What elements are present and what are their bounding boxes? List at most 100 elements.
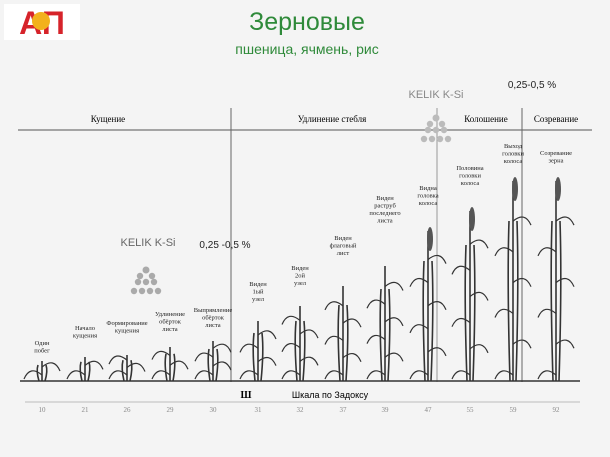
- drop: [154, 287, 162, 295]
- plant-leaf: [555, 277, 575, 287]
- title: Зерновые: [249, 8, 365, 36]
- stage-label: последнего: [369, 210, 400, 217]
- stage-label: Созревание: [540, 150, 572, 157]
- stage-label: кущения: [73, 333, 97, 340]
- phase-label: Колошение: [464, 114, 507, 124]
- subtitle: пшеница, ячмень, рис: [235, 41, 378, 57]
- stage-code: 31: [255, 406, 263, 414]
- plant-leaf: [384, 281, 404, 291]
- plant-stem: [464, 244, 468, 382]
- stage-label: узел: [294, 280, 307, 287]
- drop: [138, 287, 146, 295]
- plant-leaf: [281, 315, 301, 325]
- plant-leaf: [108, 370, 128, 380]
- stage-label: Выпрямление: [194, 307, 233, 314]
- stage-label: раструб: [374, 203, 396, 210]
- drop: [432, 114, 440, 122]
- plant-leaf: [239, 343, 259, 353]
- plant-stem: [472, 244, 476, 382]
- plant-ear: [427, 227, 433, 251]
- stage-label: Формирование: [106, 320, 147, 327]
- drop-icon: [420, 114, 452, 143]
- drop: [436, 135, 444, 143]
- plant-leaf: [151, 370, 171, 380]
- drop: [426, 120, 434, 128]
- phase-label: Удлинение стебля: [298, 114, 367, 124]
- drop: [148, 272, 156, 280]
- stage-label: обёрток: [159, 319, 182, 326]
- plant-leaf: [409, 277, 429, 287]
- plant-leaf: [41, 362, 61, 372]
- dose-label: 0,25 -0,5 %: [199, 240, 250, 251]
- stage-label: узел: [252, 296, 265, 303]
- plant-ear: [469, 207, 475, 231]
- drop: [432, 126, 440, 134]
- stage-code: 26: [124, 406, 132, 414]
- stage-label: флаговый: [330, 243, 357, 250]
- stage-code: 59: [510, 406, 518, 414]
- plant-leaf: [342, 353, 362, 362]
- plant-stem: [550, 220, 554, 382]
- plant-leaf: [281, 343, 301, 352]
- stage-code: 32: [297, 406, 305, 414]
- logo-emblem: [32, 12, 50, 30]
- plant-stem: [302, 320, 306, 382]
- plant-ear: [555, 177, 561, 201]
- stage-label: Виден: [249, 281, 267, 288]
- plant-leaf: [512, 339, 532, 349]
- scale-mark: Ш: [241, 390, 252, 401]
- stage-code: 30: [210, 406, 218, 414]
- plant-leaf: [366, 370, 386, 380]
- drop: [142, 278, 150, 286]
- logo: АП: [4, 4, 80, 41]
- drop: [136, 272, 144, 280]
- stage-code: 21: [82, 406, 90, 414]
- plant-leaf: [427, 301, 447, 311]
- stage-label: листа: [377, 218, 393, 225]
- drop: [428, 135, 436, 143]
- plant-leaf: [366, 334, 386, 344]
- plant-leaf: [451, 370, 471, 380]
- stage-label: Начало: [75, 325, 95, 332]
- stage-code: 47: [425, 406, 433, 414]
- plant-leaf: [451, 317, 471, 327]
- stage-label: побег: [34, 348, 50, 355]
- dose-label: 0,25-0,5 %: [508, 80, 556, 91]
- plant-leaf: [281, 370, 301, 380]
- stage-label: Видна: [419, 185, 437, 192]
- plant-leaf: [451, 265, 471, 275]
- plant-leaf: [342, 318, 362, 328]
- drop: [142, 266, 150, 274]
- plant-leaf: [151, 350, 171, 360]
- stage-label: Половина: [456, 165, 483, 172]
- drop-icon: [130, 266, 162, 295]
- drop: [440, 126, 448, 134]
- stage-label: листа: [205, 322, 221, 329]
- plant-leaf: [257, 330, 277, 340]
- plant-leaf: [257, 356, 277, 366]
- plant-leaf: [409, 370, 429, 380]
- stage-label: листа: [162, 326, 178, 333]
- plant-stem: [294, 320, 298, 382]
- stage-label: колоса: [419, 200, 438, 207]
- plant-leaf: [299, 329, 319, 339]
- stage-label: Виден: [376, 195, 394, 202]
- stage-label: Удлинение: [155, 311, 185, 318]
- plant-stem: [79, 361, 83, 382]
- drop: [444, 135, 452, 143]
- drop: [424, 126, 432, 134]
- stage-code: 37: [340, 406, 348, 414]
- plant-leaf: [537, 370, 557, 380]
- stage-code: 39: [382, 406, 390, 414]
- plant-stem: [164, 353, 168, 382]
- stage-code: 92: [553, 406, 561, 414]
- stage-code: 10: [39, 406, 47, 414]
- stage-label: кущения: [115, 328, 139, 335]
- plant-leaf: [23, 370, 43, 380]
- plant-ear: [512, 177, 518, 201]
- plant-leaf: [384, 317, 404, 327]
- stage-label: 2ой: [295, 273, 306, 280]
- plant-leaf: [427, 347, 447, 357]
- stage-label: колоса: [504, 158, 523, 165]
